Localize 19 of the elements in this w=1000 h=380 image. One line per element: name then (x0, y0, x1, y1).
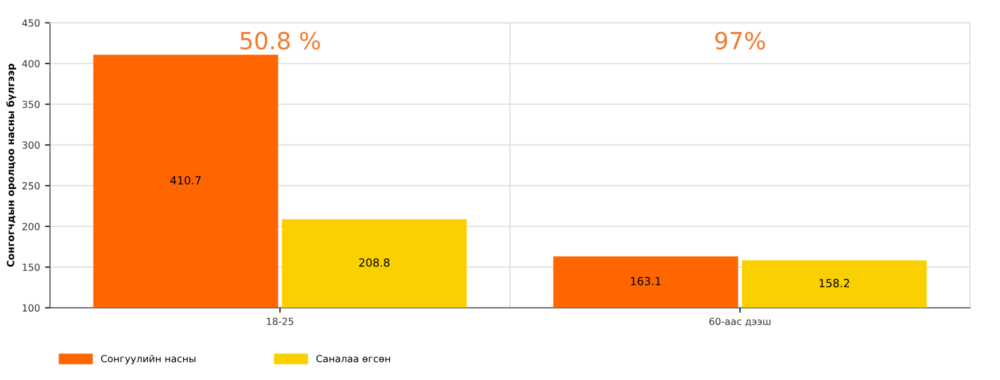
legend-label: Сонгуулийн насны (101, 354, 196, 364)
data-label: 208.8 (359, 258, 390, 267)
y-tick-label: 250 (22, 182, 40, 190)
y-tick-label: 200 (22, 222, 40, 230)
y-tick-label: 450 (22, 19, 40, 27)
x-tick-label: 18-25 (266, 318, 294, 326)
annotation: 97% (715, 32, 765, 50)
y-tick-label: 350 (22, 100, 40, 108)
annotation: 50.8 % (240, 32, 320, 50)
y-tick-label: 100 (22, 304, 40, 312)
data-label: 163.1 (631, 276, 661, 286)
y-axis-title: Сонгогчдын оролцоо насны бүлгээр (6, 64, 16, 267)
x-tick-label: 60-аас дээш (709, 318, 770, 326)
y-tick-label: 150 (22, 264, 40, 271)
data-label: 158.2 (820, 278, 850, 288)
y-tick-label: 300 (22, 141, 40, 149)
data-label: 410.7 (170, 176, 201, 185)
y-tick-label: 400 (22, 60, 40, 68)
legend-label: Саналаа өгсөн (316, 354, 390, 362)
